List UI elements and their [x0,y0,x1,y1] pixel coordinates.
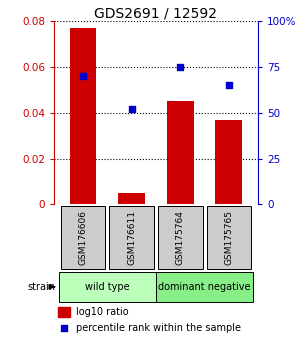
Bar [215,120,242,204]
Text: strain: strain [27,282,55,292]
Bar [58,307,70,316]
Text: GSM175764: GSM175764 [176,210,185,265]
Bar [156,272,253,302]
Bar [61,206,106,269]
Bar [59,272,156,302]
Bar [206,206,251,269]
Title: GDS2691 / 12592: GDS2691 / 12592 [94,6,218,20]
Bar [167,101,194,204]
Text: dominant negative: dominant negative [158,282,251,292]
Point [129,106,134,112]
Bar [118,193,145,204]
Text: GSM175765: GSM175765 [224,210,233,265]
Bar [158,206,202,269]
Text: GSM176606: GSM176606 [79,210,88,265]
Bar [70,28,97,204]
Point [62,325,67,331]
Text: log10 ratio: log10 ratio [76,307,129,316]
Text: wild type: wild type [85,282,130,292]
Point [178,64,183,70]
Text: GSM176611: GSM176611 [127,210,136,265]
Text: percentile rank within the sample: percentile rank within the sample [76,323,242,333]
Point [81,73,85,79]
Bar [110,206,154,269]
Point [226,82,231,88]
